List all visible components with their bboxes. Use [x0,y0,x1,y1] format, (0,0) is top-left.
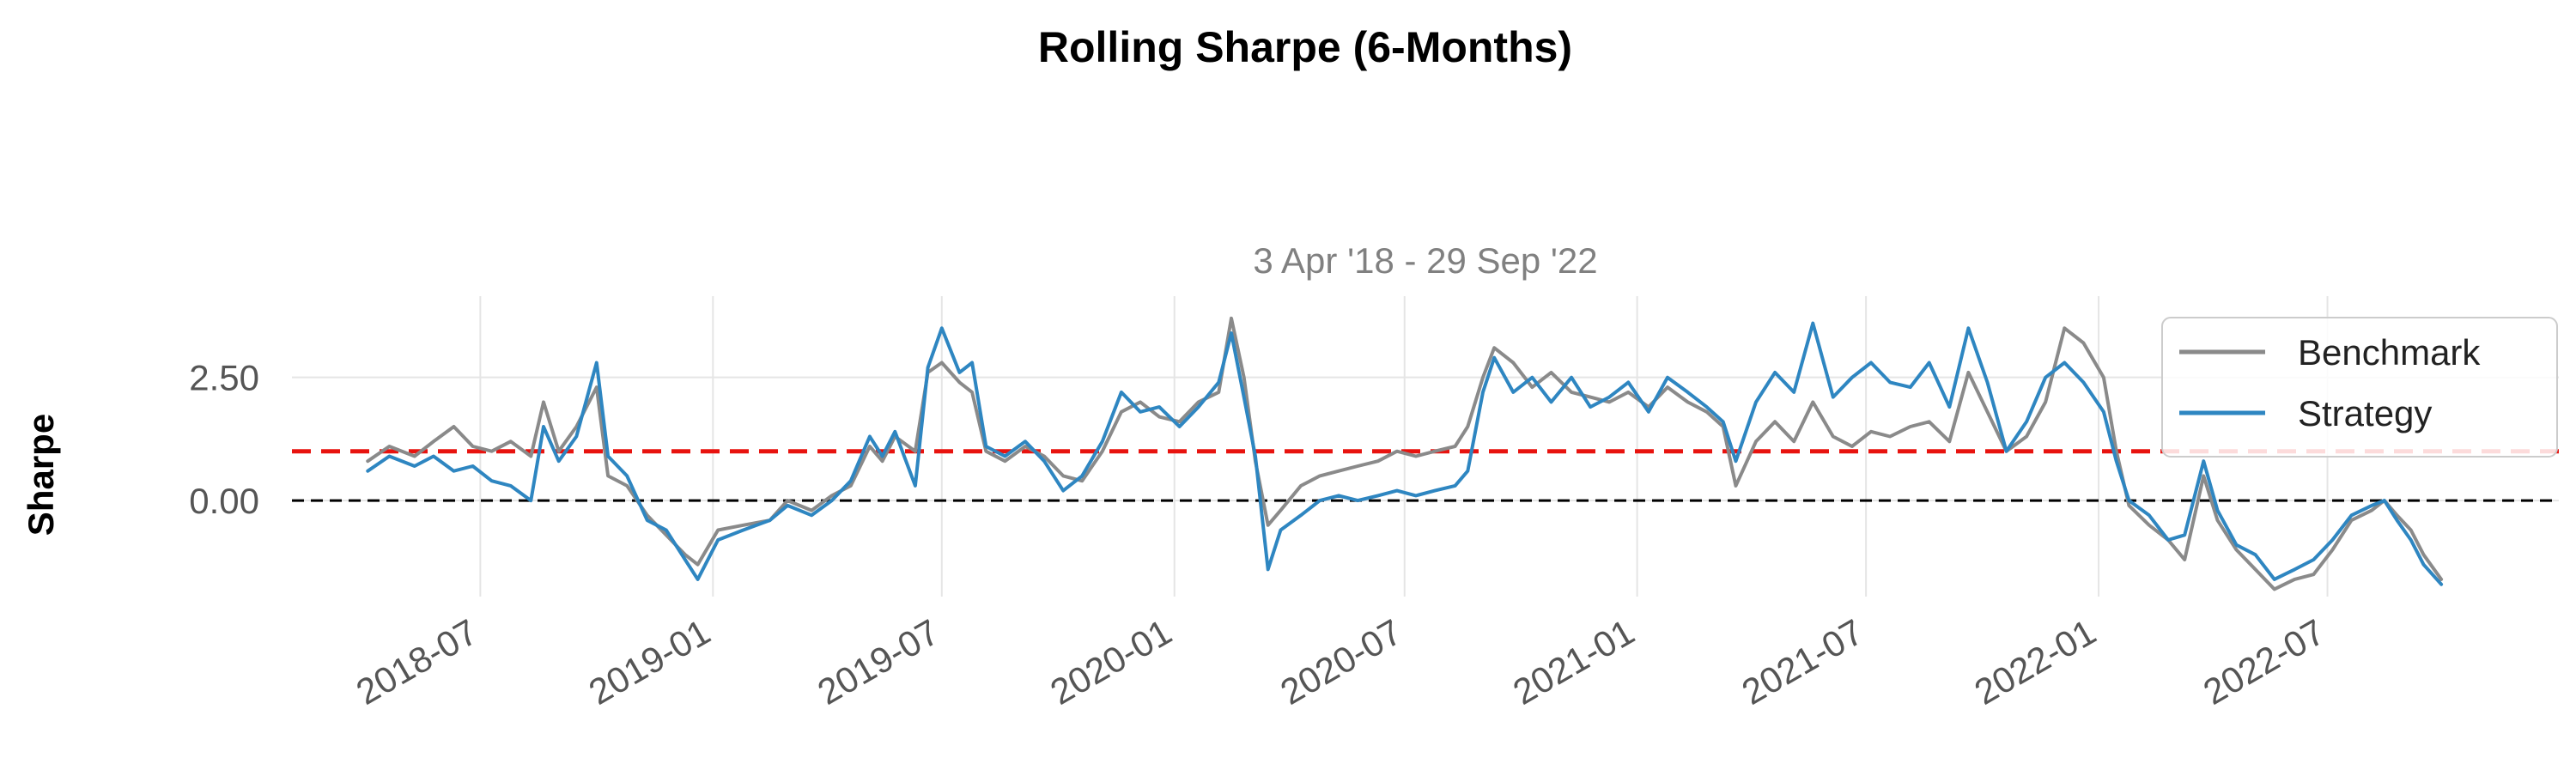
legend: Benchmark Strategy [2161,317,2558,458]
series-line-benchmark [366,316,2444,591]
reference-lines [292,449,2559,502]
legend-label-benchmark: Benchmark [2298,332,2481,373]
chart-subtitle: 3 Apr '18 - 29 Sep '22 [1253,240,1597,281]
series-line-strategy [366,321,2444,586]
y-axis-label: Sharpe [21,414,61,536]
legend-label-strategy: Strategy [2298,393,2432,433]
series-layer [366,316,2444,591]
y-tick-label: 0.00 [189,481,259,521]
chart-title: Rolling Sharpe (6-Months) [1038,23,1572,71]
y-tick-label: 2.50 [189,358,259,398]
